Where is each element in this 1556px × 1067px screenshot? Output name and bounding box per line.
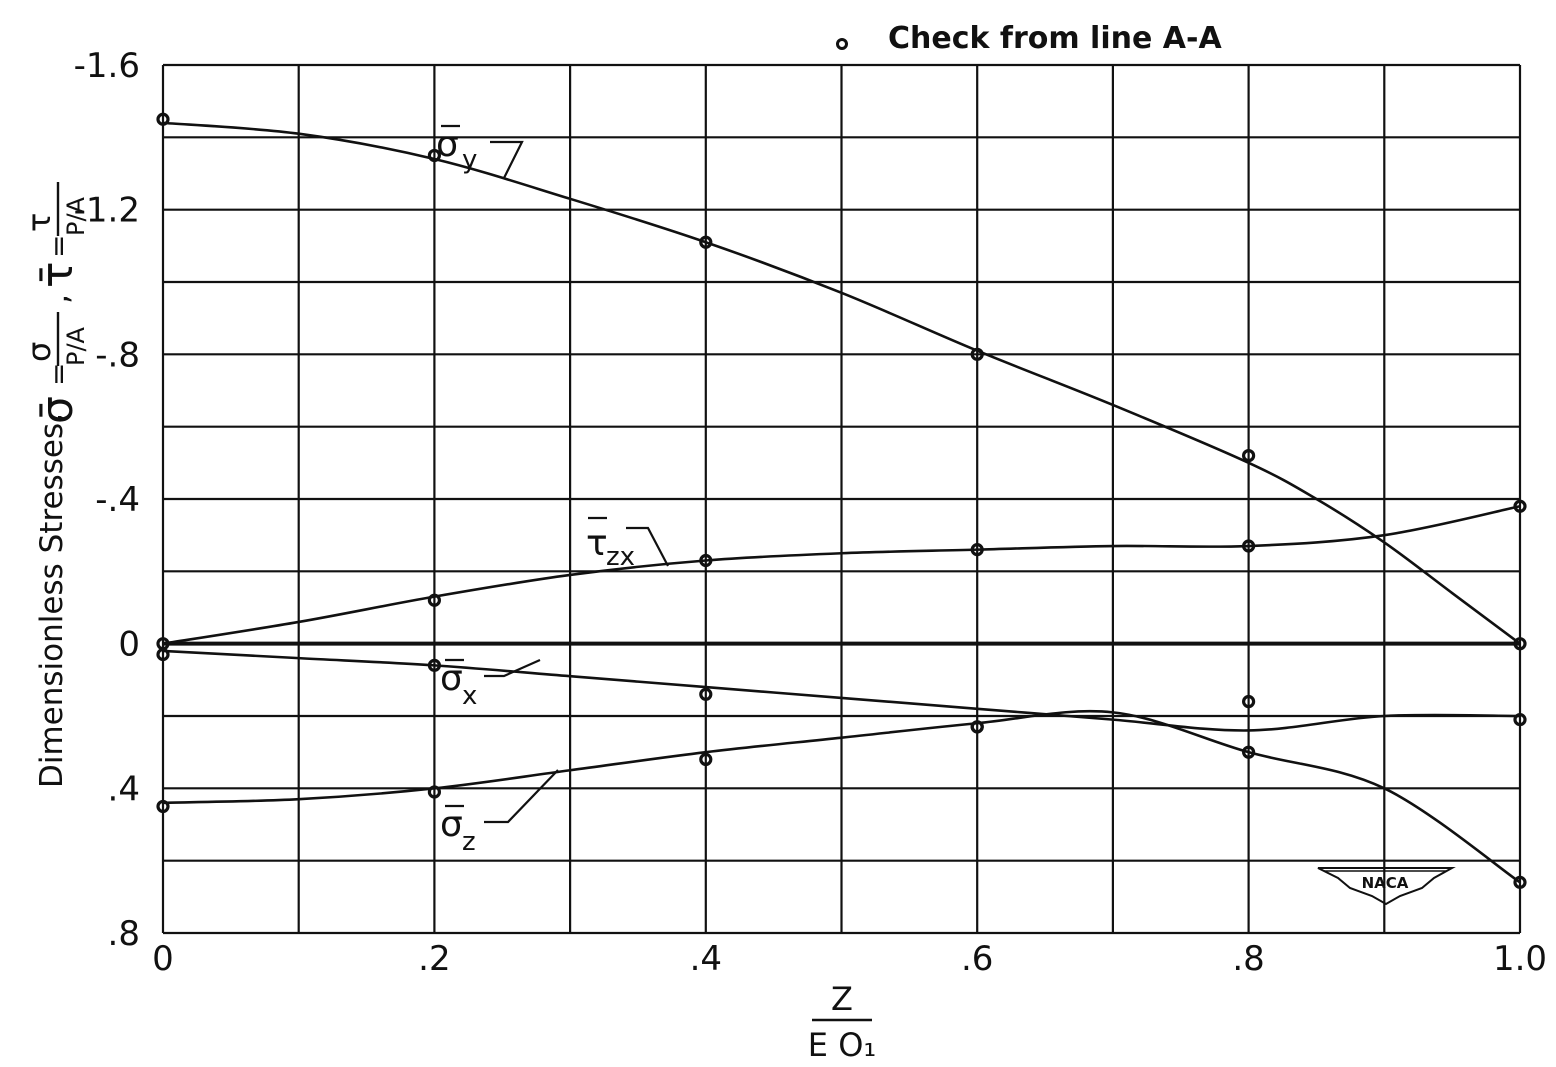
ylabel-eq1: = (42, 363, 75, 386)
x-tick-label: .4 (690, 939, 722, 979)
series-label-sigma-z: σ z (440, 769, 559, 857)
sigma-y-symbol: σ (436, 124, 459, 165)
x-tick-label: 1.0 (1493, 939, 1547, 979)
x-tick-label: .6 (961, 939, 993, 979)
sigma-z-symbol: σ (440, 804, 463, 845)
ylabel-tau-num: τ (20, 213, 58, 232)
tau-zx-symbol: τ (586, 523, 608, 564)
series-label-sigma-x: σ x (440, 658, 541, 711)
ylabel-sigma-den: P/A (62, 326, 90, 366)
naca-logo-text: NACA (1362, 874, 1409, 892)
x-tick-label: .8 (1232, 939, 1264, 979)
sigma-y-subscript: y (462, 145, 477, 175)
series-label-tau-zx: τ zx (586, 516, 669, 572)
check-point (970, 543, 984, 557)
check-point (427, 148, 441, 163)
check-points (156, 112, 1527, 889)
y-tick-label: .8 (108, 914, 140, 954)
y-tick-label: -.8 (95, 335, 140, 375)
x-axis-label: Z E O₁ (808, 980, 876, 1064)
check-point (1241, 694, 1256, 709)
check-point (427, 785, 441, 799)
grid (161, 63, 1522, 935)
check-point (699, 553, 713, 568)
naca-logo: NACA (1317, 867, 1456, 906)
ylabel-text: Dimensionless Stresses, (34, 413, 70, 788)
check-point (699, 752, 713, 767)
check-point (699, 687, 713, 701)
check-point (156, 112, 170, 126)
check-point (970, 347, 984, 361)
xlabel-den: E O₁ (808, 1026, 876, 1064)
series-line-2 (162, 649, 1521, 732)
tau-zx-subscript: zx (606, 542, 635, 572)
legend-text: Check from line A-A (888, 21, 1222, 56)
sigma-x-symbol: σ (440, 658, 463, 699)
ylabel-tau-den: P/A (62, 196, 90, 236)
check-point (156, 799, 170, 814)
y-tick-label: -1.6 (74, 46, 140, 86)
legend-marker (836, 38, 848, 50)
ylabel-sigma-bar: σ̄ (32, 396, 83, 424)
y-tick-label: -.4 (95, 480, 140, 520)
check-point (1513, 499, 1527, 513)
y-tick-label: .4 (108, 769, 140, 809)
series-line-3 (162, 709, 1521, 884)
check-point (1241, 449, 1256, 463)
check-point (699, 235, 713, 249)
x-tick-label: .2 (418, 939, 450, 979)
ylabel-sigma-num: σ (20, 342, 58, 362)
check-point (1513, 713, 1527, 727)
y-tick-label: -1.2 (74, 191, 140, 231)
sigma-z-subscript: z (462, 827, 476, 857)
ylabel-tau-bar: τ̄ (32, 262, 83, 289)
check-point (1241, 539, 1256, 553)
series-label-sigma-y: σ y (436, 124, 524, 179)
check-point (970, 720, 984, 734)
series-line-1 (162, 504, 1521, 645)
check-point (427, 593, 441, 607)
tick-labels: -1.6 -1.2 -.8 -.4 0 .4 .8 0 .2 .4 .6 .8 1.0 (74, 46, 1547, 979)
check-point (1513, 637, 1527, 651)
ylabel-comma: , (38, 294, 76, 304)
ylabel-eq2: = (42, 235, 75, 258)
check-point (1241, 745, 1256, 759)
sigma-x-subscript: x (462, 681, 477, 711)
y-tick-label: 0 (118, 625, 140, 665)
legend: Check from line A-A (836, 21, 1222, 56)
check-point (156, 647, 170, 662)
x-tick-label: 0 (152, 939, 174, 979)
y-axis-label: Dimensionless Stresses, σ̄ = σ P/A , τ̄ … (20, 182, 90, 788)
check-point (1513, 875, 1527, 889)
xlabel-num: Z (831, 980, 853, 1018)
check-point (427, 658, 441, 672)
